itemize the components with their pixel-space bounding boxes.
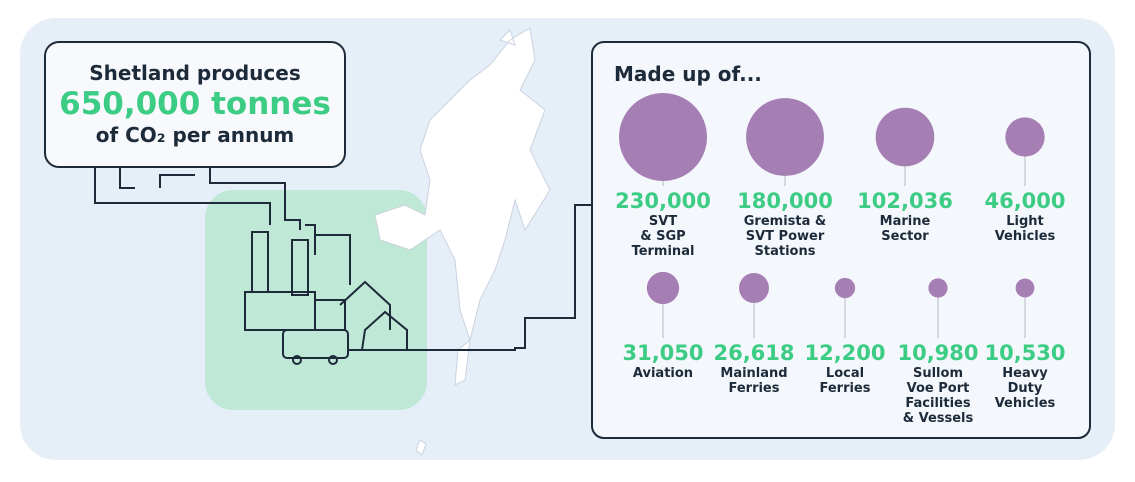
header-line: of CO₂ per annum — [96, 123, 295, 147]
item-label: Facilities — [905, 396, 970, 411]
bubble — [746, 98, 824, 176]
item-label: Marine — [880, 214, 931, 229]
item-label: Voe Port — [907, 381, 970, 396]
header-line: Shetland produces — [89, 61, 300, 85]
bubble — [834, 277, 856, 299]
bubble — [875, 107, 935, 167]
item-label: Aviation — [633, 366, 693, 381]
map-shape — [374, 27, 551, 386]
item-label: SVT — [649, 214, 677, 229]
item-label: Mainland — [720, 366, 787, 381]
callout-box — [44, 41, 346, 168]
item-label: SVT Power — [746, 229, 825, 244]
bubble — [646, 271, 680, 305]
item-label: Duty — [1008, 381, 1043, 396]
item-label: Gremista & — [744, 214, 827, 229]
bubble — [619, 93, 707, 181]
value-label: 102,036 — [857, 189, 953, 213]
item-label: Stations — [755, 244, 816, 259]
item-label: Local — [826, 366, 864, 381]
item-label: Terminal — [632, 244, 695, 259]
value-label: 10,530 — [984, 341, 1065, 365]
bubble — [1015, 278, 1035, 298]
bubble — [1005, 117, 1045, 157]
panel-title: Made up of... — [614, 62, 762, 86]
item-label: Sector — [881, 229, 929, 244]
map-islet — [415, 439, 427, 456]
value-label: 10,980 — [897, 341, 978, 365]
header-amount: 650,000 tonnes — [59, 86, 331, 122]
value-label: 180,000 — [737, 189, 833, 213]
item-label: Ferries — [728, 381, 779, 396]
bubble — [928, 278, 948, 298]
value-label: 31,050 — [622, 341, 703, 365]
value-label: 230,000 — [615, 189, 711, 213]
value-label: 46,000 — [984, 189, 1065, 213]
item-label: Vehicles — [995, 396, 1056, 411]
value-label: 26,618 — [713, 341, 794, 365]
item-label: Ferries — [819, 381, 870, 396]
item-label: Vehicles — [995, 229, 1056, 244]
factory-icon — [244, 204, 592, 365]
item-label: Sullom — [913, 366, 963, 381]
value-label: 12,200 — [804, 341, 885, 365]
item-label: Light — [1006, 214, 1044, 229]
item-label: & SGP — [640, 229, 685, 244]
item-label: & Vessels — [903, 411, 974, 426]
bubble — [739, 273, 769, 303]
callout-tails — [94, 167, 351, 285]
breakdown-panel — [591, 41, 1091, 439]
item-label: Heavy — [1002, 366, 1048, 381]
